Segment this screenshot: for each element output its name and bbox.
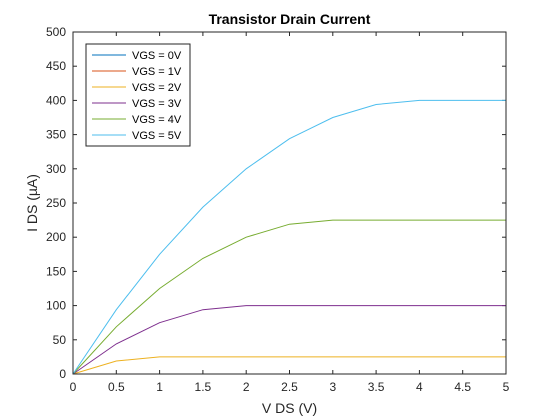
x-tick-label: 4.5 [454, 380, 471, 394]
x-tick-label: 4 [416, 380, 423, 394]
legend-label: VGS = 3V [132, 98, 182, 110]
ticks-layer: 0 0.5 1 1.5 2 2.5 3 3.5 4 4.5 50501001502002503003… [46, 25, 510, 394]
y-tick-label: 100 [46, 299, 66, 313]
y-tick-label: 150 [46, 264, 66, 278]
y-tick-label: 450 [46, 59, 66, 73]
x-tick-label: 1 [156, 380, 163, 394]
y-tick-label: 400 [46, 93, 66, 107]
y-tick-label: 50 [53, 333, 67, 347]
x-axis-label: V DS (V) [262, 400, 317, 416]
legend-label: VGS = 4V [132, 114, 182, 126]
x-tick-label: 3.5 [368, 380, 385, 394]
x-tick-label: 0 [70, 380, 77, 394]
x-tick-label: 1.5 [195, 380, 212, 394]
x-tick-label: 5 [503, 380, 510, 394]
series-line-vgs-3v [72, 305, 506, 375]
legend-label: VGS = 0V [132, 50, 182, 62]
chart-title: Transistor Drain Current [209, 11, 371, 27]
y-tick-label: 350 [46, 128, 66, 142]
y-axis-label: I DS (µA) [24, 174, 40, 232]
legend: VGS = 0V VGS = 1V VGS = 2V VGS = 3V VGS = 4V… [85, 43, 191, 147]
y-tick-label: 300 [46, 162, 66, 176]
y-tick-label: 0 [59, 367, 66, 381]
series-line-vgs-5v [72, 99, 506, 375]
legend-label: VGS = 5V [132, 130, 182, 142]
x-tick-label: 2.5 [281, 380, 298, 394]
series-line-vgs-2v [72, 356, 506, 375]
axes-box [72, 31, 507, 375]
legend-label: VGS = 2V [132, 82, 182, 94]
y-tick-label: 200 [46, 230, 66, 244]
series-line-vgs-4v [72, 219, 506, 375]
y-tick-label: 500 [46, 25, 66, 39]
legend-label: VGS = 1V [132, 66, 182, 78]
x-tick-label: 3 [329, 380, 336, 394]
x-tick-label: 2 [243, 380, 250, 394]
legend-box [85, 43, 191, 147]
x-tick-label: 0.5 [108, 380, 125, 394]
y-tick-label: 250 [46, 196, 66, 210]
